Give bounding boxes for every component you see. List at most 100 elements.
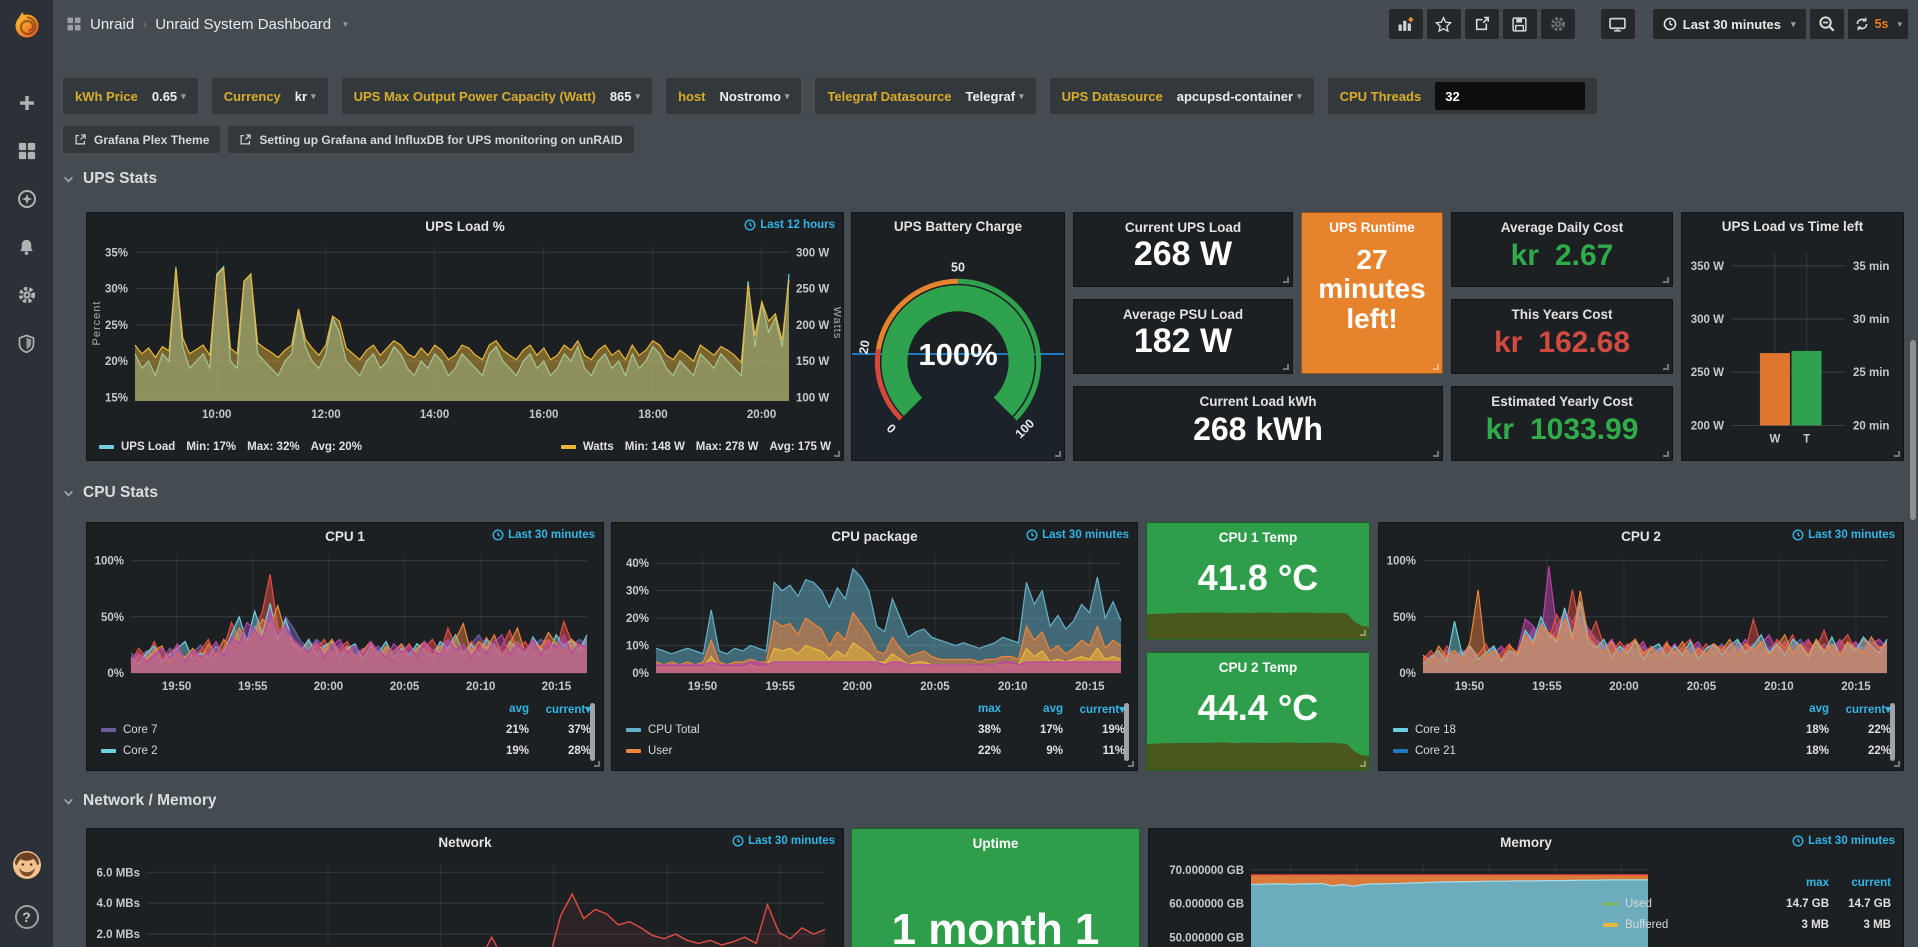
refresh-button[interactable]: 5s ▾ (1848, 9, 1908, 39)
create-icon[interactable] (14, 90, 40, 116)
resize-handle[interactable] (1360, 761, 1366, 767)
dashboards-icon[interactable] (14, 138, 40, 164)
legend-row[interactable]: Core 219%28% (101, 740, 591, 761)
legend-row[interactable]: Core 2118%22% (1393, 740, 1891, 761)
resize-handle[interactable] (1663, 277, 1669, 283)
panel-title[interactable]: Network (87, 829, 843, 850)
cpu-package-chart[interactable]: 19:5019:5520:0020:0520:1020:150%10%20%30… (614, 547, 1135, 697)
navbar-actions: Last 30 minutes ▾ 5s ▾ (1385, 9, 1908, 39)
legend-col-current[interactable]: current (1829, 877, 1891, 889)
resize-handle[interactable] (1360, 630, 1366, 636)
legend-row[interactable]: Core 721%37% (101, 719, 591, 740)
star-button[interactable] (1427, 9, 1461, 39)
explore-icon[interactable] (14, 186, 40, 212)
resize-handle[interactable] (1433, 364, 1439, 370)
resize-handle[interactable] (1128, 761, 1134, 767)
resize-handle[interactable] (1894, 761, 1900, 767)
panel-ups-load-graph: UPS Load % Last 12 hours 10:0012:0014:00… (86, 212, 844, 461)
resize-handle[interactable] (1283, 277, 1289, 283)
server-admin-icon[interactable] (14, 330, 40, 356)
breadcrumb-dashboard-title[interactable]: Unraid System Dashboard (155, 16, 331, 33)
configuration-icon[interactable] (14, 282, 40, 308)
dashboard-link[interactable]: Setting up Grafana and InfluxDB for UPS … (228, 126, 633, 153)
variable-value[interactable]: 865▾ (610, 89, 640, 104)
legend-col-max[interactable]: max (1767, 877, 1829, 889)
time-picker-button[interactable]: Last 30 minutes ▾ (1653, 9, 1806, 39)
breadcrumb-folder[interactable]: Unraid (90, 16, 134, 33)
legend-row[interactable]: User22%9%11% (626, 740, 1125, 761)
legend-entry[interactable]: WattsMin: 148 WMax: 278 WAvg: 175 W (561, 441, 831, 453)
refresh-interval[interactable]: 5s (1875, 17, 1889, 31)
resize-handle[interactable] (1894, 451, 1900, 457)
legend-col-avg[interactable]: avg (467, 703, 529, 715)
time-range-value: Last 30 minutes (1683, 17, 1781, 32)
variable-value[interactable]: Telegraf▾ (965, 89, 1023, 104)
ups-load-chart[interactable]: 10:0012:0014:0016:0018:0020:0015%20%25%3… (89, 237, 841, 425)
variable-value[interactable]: 0.65▾ (152, 89, 186, 104)
panel-time-range[interactable]: Last 30 minutes (1026, 529, 1129, 541)
grafana-logo[interactable] (0, 0, 53, 50)
legend-row[interactable]: CPU Total38%17%19% (626, 719, 1125, 740)
variable-value[interactable]: Nostromo▾ (720, 89, 790, 104)
network-chart[interactable]: 19:5019:5520:0020:0520:1020:152.0 MBs4.0… (89, 855, 841, 947)
memory-chart[interactable]: 19:5019:5520:0020:0520:1020:1550.000000 … (1153, 855, 1658, 947)
section-network-memory[interactable]: Network / Memory (63, 792, 217, 810)
variable-value[interactable]: kr▾ (295, 89, 316, 104)
section-ups-stats[interactable]: UPS Stats (63, 170, 157, 188)
resize-handle[interactable] (1663, 451, 1669, 457)
legend-scrollbar[interactable] (1124, 703, 1129, 761)
dashboard-dropdown-caret[interactable]: ▾ (343, 19, 348, 30)
legend-header: avgcurrent▾ (1393, 699, 1891, 719)
series-stat-value: 18% (1767, 745, 1829, 757)
chevron-down-icon (63, 174, 74, 185)
svg-text:20:10: 20:10 (466, 681, 495, 693)
legend-scrollbar[interactable] (1890, 703, 1895, 761)
settings-button[interactable] (1541, 9, 1575, 39)
legend-col-avg[interactable]: avg (1001, 703, 1063, 715)
resize-handle[interactable] (1663, 364, 1669, 370)
variable-input[interactable] (1435, 82, 1585, 110)
legend-entry[interactable]: UPS LoadMin: 17%Max: 32%Avg: 20% (99, 441, 362, 453)
legend-row[interactable]: Core 1818%22% (1393, 719, 1891, 740)
legend-col-current[interactable]: current▾ (1063, 702, 1125, 716)
alerting-icon[interactable] (14, 234, 40, 260)
resize-handle[interactable] (1055, 451, 1061, 457)
legend-row[interactable]: Buffered3 MB3 MB (1603, 914, 1891, 935)
help-icon[interactable]: ? (15, 905, 39, 929)
ups-bars-chart[interactable]: 200 W250 W300 W350 W20 min25 min30 min35… (1682, 237, 1903, 461)
panel-title[interactable]: UPS Battery Charge (852, 213, 1064, 234)
page-scrollbar[interactable] (1910, 340, 1916, 520)
cycle-view-button[interactable] (1601, 9, 1635, 39)
legend-col-current[interactable]: current▾ (529, 702, 591, 716)
dropdown-caret: ▾ (1297, 91, 1302, 102)
share-button[interactable] (1465, 9, 1499, 39)
panel-title[interactable]: UPS Load % (87, 213, 843, 234)
legend-row[interactable]: Used14.7 GB14.7 GB (1603, 893, 1891, 914)
save-button[interactable] (1503, 9, 1537, 39)
panel-title[interactable]: UPS Load vs Time left (1682, 213, 1903, 234)
dashboard-link[interactable]: Grafana Plex Theme (63, 126, 220, 153)
legend-col-avg[interactable]: avg (1767, 703, 1829, 715)
legend-col-current[interactable]: current▾ (1829, 702, 1891, 716)
svg-text:50: 50 (951, 260, 965, 274)
user-avatar[interactable] (12, 850, 42, 885)
panel-time-range[interactable]: Last 30 minutes (492, 529, 595, 541)
panel-time-range[interactable]: Last 30 minutes (732, 835, 835, 847)
panel-time-range[interactable]: Last 30 minutes (1792, 529, 1895, 541)
legend-col-max[interactable]: max (939, 703, 1001, 715)
resize-handle[interactable] (1283, 364, 1289, 370)
legend-scrollbar[interactable] (590, 703, 595, 761)
cpu2-chart[interactable]: 19:5019:5520:0020:0520:1020:150%50%100% (1381, 547, 1901, 697)
variable-value[interactable]: apcupsd-container▾ (1177, 89, 1302, 104)
panel-title[interactable]: Memory (1149, 829, 1903, 850)
resize-handle[interactable] (834, 451, 840, 457)
section-cpu-stats[interactable]: CPU Stats (63, 484, 158, 502)
resize-handle[interactable] (594, 761, 600, 767)
zoom-out-button[interactable] (1810, 9, 1844, 39)
resize-handle[interactable] (1433, 451, 1439, 457)
panel-time-range[interactable]: Last 30 minutes (1792, 835, 1895, 847)
panel-time-range[interactable]: Last 12 hours (744, 219, 835, 231)
svg-text:18:00: 18:00 (638, 409, 667, 421)
cpu1-chart[interactable]: 19:5019:5520:0020:0520:1020:150%50%100% (89, 547, 601, 697)
add-panel-button[interactable] (1389, 9, 1423, 39)
